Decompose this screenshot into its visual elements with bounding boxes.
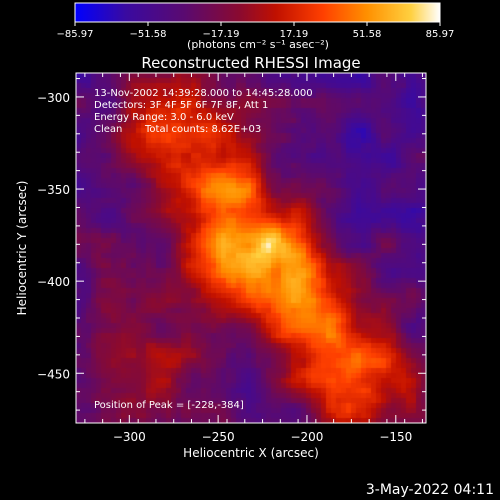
- x-tick-label: −300: [113, 430, 146, 444]
- axis-ticks: −300 −250 −200 −150 −300 −350 −400 −450: [37, 73, 426, 444]
- x-tick-label: −200: [290, 430, 323, 444]
- footer-date: 3-May-2022 04:11: [366, 482, 494, 498]
- colorbar-tick-label: 17.19: [280, 29, 309, 40]
- plot-frame: [75, 72, 427, 424]
- x-axis-label: Heliocentric X (arcsec): [183, 446, 319, 460]
- annotation-detectors: Detectors: 3F 4F 5F 6F 7F 8F, Att 1: [94, 100, 268, 111]
- colorbar-units: (photons cm⁻² s⁻¹ asec⁻²): [187, 38, 329, 51]
- annotation-clean: Clean: [94, 124, 122, 135]
- y-axis-label: Heliocentric Y (arcsec): [15, 181, 29, 316]
- colorbar-tick-label: 85.97: [426, 29, 455, 40]
- y-tick-label: −300: [37, 91, 70, 105]
- x-tick-label: −150: [379, 430, 412, 444]
- annotation-peak-position: Position of Peak = [-228,-384]: [94, 400, 244, 411]
- annotation-energy-range: Energy Range: 3.0 - 6.0 keV: [94, 112, 234, 123]
- rhessi-image-map: [76, 73, 426, 423]
- colorbar-tick-label: −17.19: [203, 29, 240, 40]
- colorbar-tick-label: −51.58: [129, 29, 166, 40]
- colorbar: [74, 2, 441, 23]
- annotation-total-counts: Total counts: 8.62E+03: [144, 124, 261, 135]
- chart-title: Reconstructed RHESSI Image: [141, 54, 360, 72]
- annotation-time-range: 13-Nov-2002 14:39:28.000 to 14:45:28.000: [94, 88, 313, 99]
- colorbar-ticks: −85.97 −51.58 −17.19 17.19 51.58 85.97: [56, 22, 454, 40]
- colorbar-tick-label: −85.97: [56, 29, 93, 40]
- y-tick-label: −450: [37, 367, 70, 381]
- y-tick-label: −400: [37, 275, 70, 289]
- x-tick-label: −250: [202, 430, 235, 444]
- y-tick-label: −350: [37, 183, 70, 197]
- colorbar-tick-label: 51.58: [353, 29, 382, 40]
